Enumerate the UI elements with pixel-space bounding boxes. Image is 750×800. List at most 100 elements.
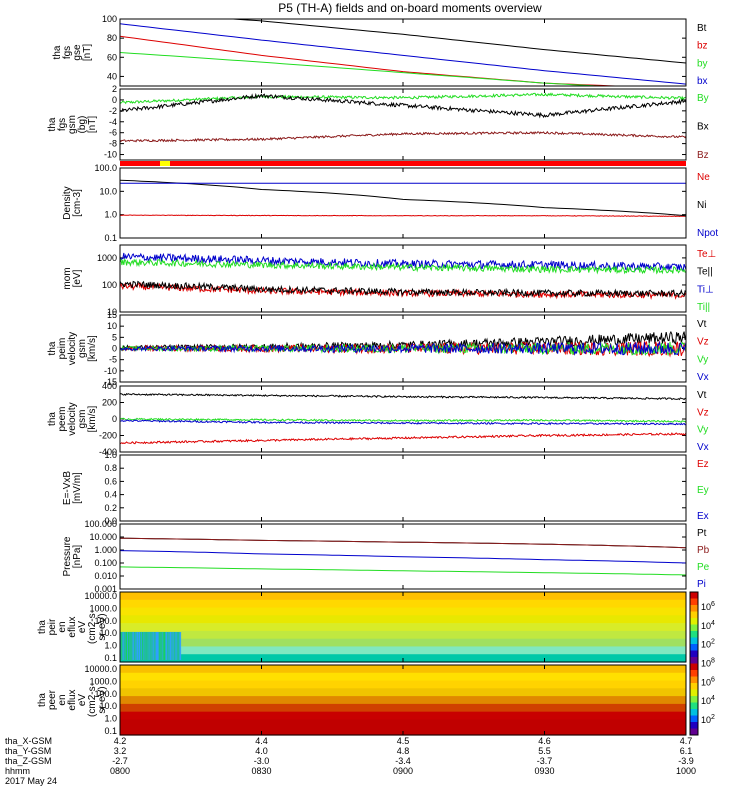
series-line-Vz — [119, 432, 687, 445]
y-tick-label: 0.1 — [104, 233, 117, 243]
series-line-Ne — [119, 214, 687, 218]
legend-entry: Ne — [697, 172, 710, 183]
x-axis-value: -2.7 — [112, 756, 128, 766]
panel-frame — [119, 244, 687, 313]
colorbar-tick-exponent: 2 — [711, 639, 715, 646]
y-tick-label: 10000.0 — [84, 591, 117, 601]
x-axis-value: -3.7 — [537, 756, 553, 766]
x-axis-value: -3.4 — [395, 756, 411, 766]
colorbar-segment — [690, 624, 698, 632]
series-line-bz — [119, 35, 686, 87]
series-line-Te|| — [119, 280, 687, 299]
y-tick-label: -2 — [109, 106, 117, 116]
y-tick-label: 1.000 — [94, 545, 117, 555]
y-axis-label: [km/s] — [87, 405, 98, 432]
spectrogram-band — [120, 607, 686, 616]
y-tick-label: 1.0 — [104, 450, 117, 460]
spectrogram-band — [120, 615, 686, 624]
y-axis-label: peem — [57, 406, 68, 431]
y-tick-label: 0 — [112, 95, 117, 105]
y-tick-label: 200 — [102, 398, 117, 408]
y-tick-label: 100 — [102, 14, 117, 24]
y-tick-label: 0.0 — [104, 516, 117, 526]
y-tick-label: 2 — [112, 84, 117, 94]
series-line-Ti⊥ — [119, 252, 687, 272]
page-title: P5 (TH-A) fields and on-board moments ov… — [278, 1, 542, 15]
series-line-Vx — [119, 419, 687, 426]
legend-entry: Vy — [697, 425, 708, 436]
y-axis-label: sr-eV) — [97, 686, 108, 713]
y-axis-label: Density — [62, 186, 73, 219]
spectrogram-band — [120, 680, 686, 689]
colorbar-segment — [690, 657, 698, 664]
colorbar-tick-label: 102 — [701, 639, 715, 650]
spectrogram-band — [120, 599, 686, 609]
y-tick-label: 0.1 — [104, 726, 117, 736]
y-axis-label: peir — [47, 618, 58, 635]
y-tick-label: 10.000 — [89, 532, 117, 542]
y-axis-label: tha — [47, 412, 58, 426]
x-axis-value: 4.4 — [255, 736, 268, 746]
legend-entry: Npot — [697, 228, 718, 239]
colorbar: 106104102108106104102[eV/(cm^2-s-sr-eV)]… — [689, 591, 715, 736]
legend-entry: By — [697, 93, 709, 104]
y-axis-label: [mV/m] — [72, 472, 83, 504]
y-axis-label: gsm — [77, 339, 88, 358]
y-axis-label: [nPa] — [72, 545, 83, 569]
series-line-Vx — [119, 340, 687, 356]
y-axis-label: eV — [77, 621, 88, 634]
y-tick-label: 100 — [102, 280, 117, 290]
y-axis-label: Pressure — [62, 536, 73, 576]
x-axis-value: 0800 — [110, 766, 130, 776]
colorbar-segment — [690, 598, 698, 606]
y-axis-label: fgs — [62, 46, 73, 59]
y-axis-label: velocity — [67, 402, 78, 435]
spectrogram-band — [120, 696, 686, 705]
y-tick-label: -400 — [99, 447, 117, 457]
colorbar-segment — [690, 618, 698, 625]
y-tick-label: 0 — [112, 344, 117, 354]
legend-entry: Ez — [697, 459, 709, 470]
y-tick-label: 40 — [107, 71, 117, 81]
x-axis-value: 5.5 — [538, 746, 551, 756]
panel-frame — [119, 88, 687, 161]
legend-entry: Ey — [697, 485, 709, 496]
x-axis-value: 4.6 — [538, 736, 551, 746]
y-tick-label: 100.0 — [94, 163, 117, 173]
y-tick-label: 100.0 — [94, 616, 117, 626]
spectrogram-band — [120, 719, 686, 728]
legend-entry: bz — [697, 41, 708, 52]
y-tick-label: 0.1 — [104, 653, 117, 663]
legend-entry: by — [697, 58, 708, 69]
legend-entry: Te|| — [697, 267, 713, 278]
y-tick-label: 15 — [107, 310, 117, 320]
colorbar-tick-label: 104 — [701, 695, 715, 706]
series-line-Bx — [119, 92, 687, 119]
colorbar-segment — [690, 683, 698, 690]
y-axis-label: eflux — [67, 689, 78, 710]
y-axis-label: peim — [57, 338, 68, 360]
y-axis-label: en — [57, 694, 68, 705]
y-axis-label: en — [57, 621, 68, 632]
series-line-Bz — [119, 130, 687, 143]
series-line-By — [119, 92, 687, 105]
x-axis-value: 4.7 — [680, 736, 693, 746]
y-tick-label: 10.0 — [99, 628, 117, 638]
y-tick-label: 100.000 — [84, 519, 117, 529]
spectrogram-band — [120, 630, 686, 640]
colorbar-segment — [690, 592, 698, 599]
y-tick-label: 0.2 — [104, 503, 117, 513]
spectrogram-band — [120, 592, 686, 601]
y-tick-label: 400 — [102, 381, 117, 391]
series-line-Vy — [119, 417, 687, 423]
y-tick-label: 0 — [112, 414, 117, 424]
colorbar-segment — [690, 605, 698, 612]
colorbar-segment — [690, 631, 698, 638]
legend-entry: Vz — [697, 337, 709, 348]
panel-frame — [119, 454, 687, 522]
spectrogram-streak — [179, 632, 182, 660]
x-axis-value: 4.5 — [397, 736, 410, 746]
legend-entry: Pe — [697, 562, 710, 573]
colorbar-segment — [690, 670, 698, 677]
colorbar-segment — [690, 676, 698, 684]
